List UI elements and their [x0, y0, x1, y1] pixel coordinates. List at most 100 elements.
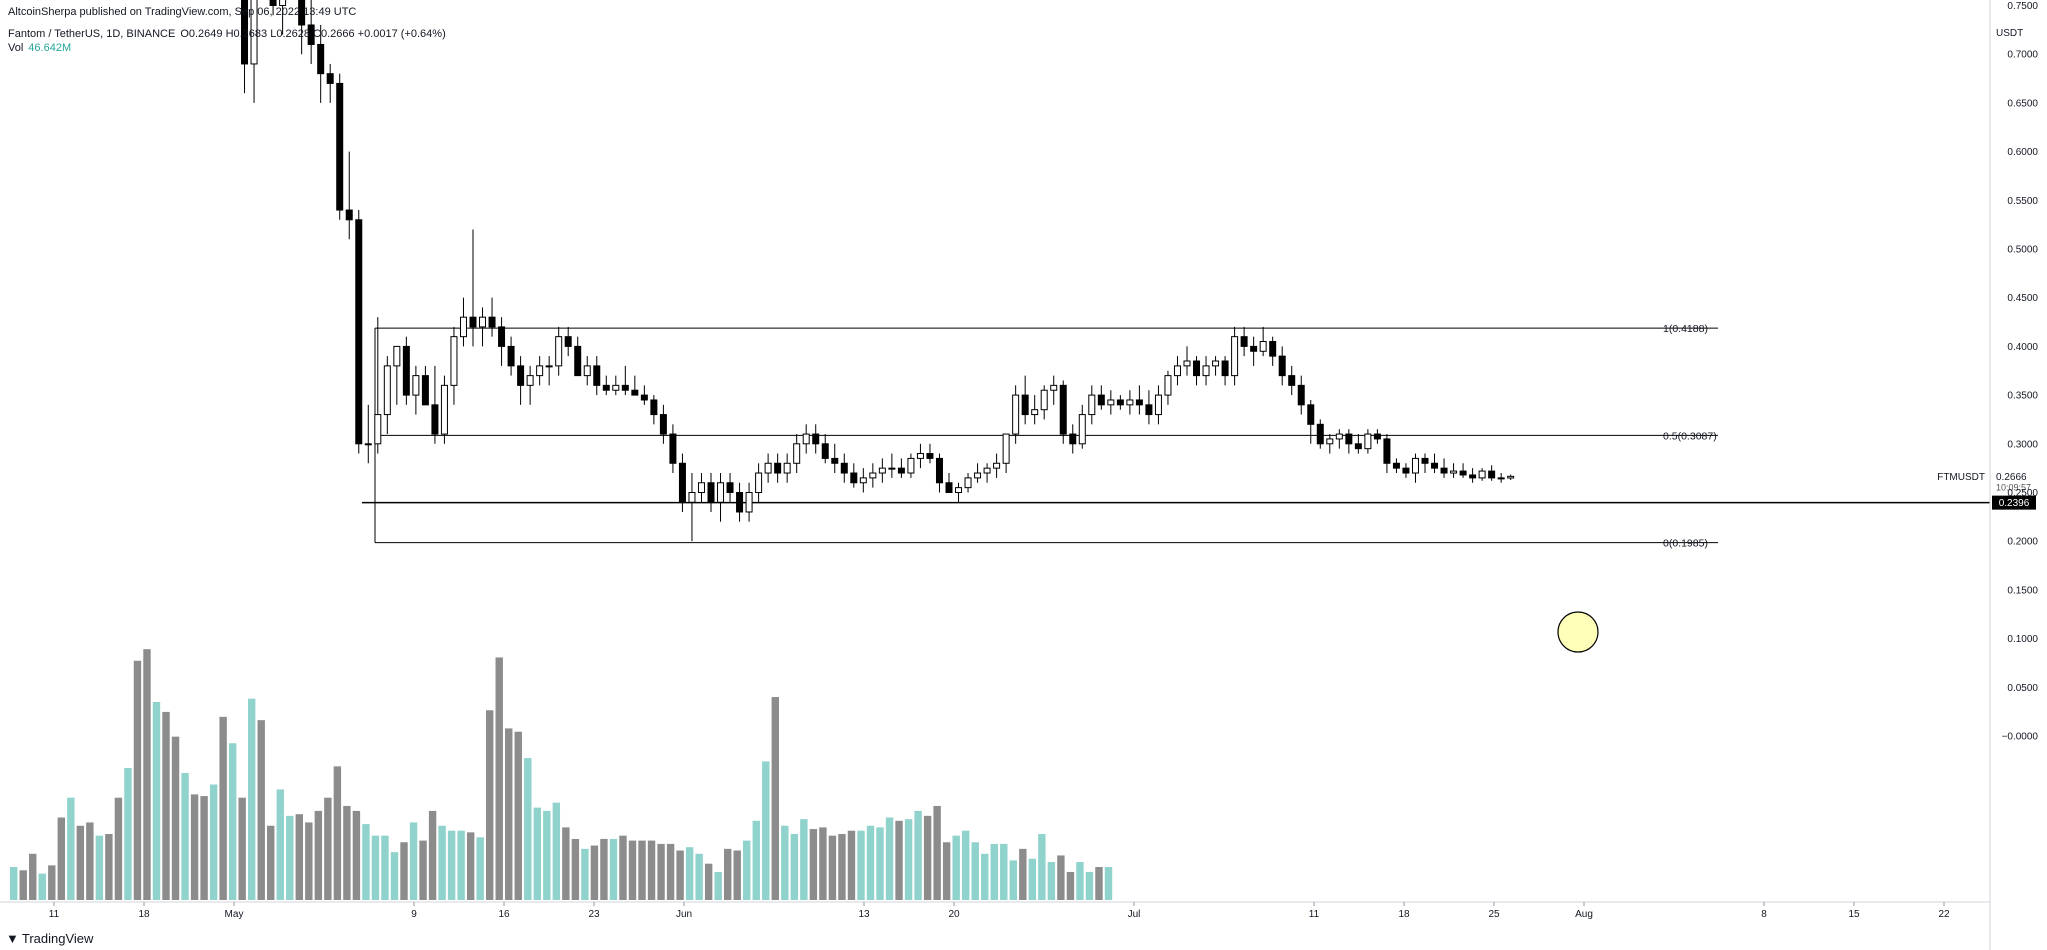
candle-body [1116, 399, 1124, 406]
date-tick-label: 11 [49, 909, 60, 920]
candle-body [631, 389, 639, 396]
candle-body [897, 467, 905, 474]
candlesticks [241, 0, 1515, 542]
candle-body [1459, 470, 1467, 476]
volume-label: Vol [8, 42, 24, 54]
date-tick-label: 22 [1938, 909, 1950, 920]
volume-bars [10, 649, 1113, 900]
candle-body [1002, 433, 1010, 464]
volume-bar [209, 784, 218, 900]
volume-bar [152, 702, 161, 900]
candle-body [1316, 423, 1324, 445]
price-tick-label: 0.4500 [2007, 293, 2038, 304]
volume-bar [771, 697, 779, 900]
volume-bar [638, 840, 646, 900]
volume-bar [562, 827, 570, 900]
volume-bar [923, 815, 932, 900]
candle-body [1364, 433, 1372, 450]
last-price-value: 0.2666 [1996, 472, 2027, 483]
candle-body [1431, 462, 1439, 469]
candle-body [1097, 394, 1105, 406]
candle-body [1126, 399, 1134, 406]
candle-body [726, 482, 734, 494]
volume-bar [666, 843, 675, 900]
candle-body [1012, 394, 1020, 435]
volume-bar [1095, 867, 1103, 900]
volume-bar [86, 822, 94, 900]
candle-body [1069, 433, 1077, 445]
candle-body [793, 443, 801, 464]
date-tick-label: 25 [1488, 909, 1500, 920]
volume-bar [114, 797, 123, 900]
candle-body [916, 453, 924, 459]
price-tick-label: 0.1000 [2007, 634, 2038, 645]
volume-bar [781, 825, 789, 900]
candle-body [850, 472, 858, 484]
price-tick-label: 0.3000 [2007, 439, 2038, 450]
volume-bar [1009, 860, 1017, 900]
volume-value: 46.642M [28, 42, 72, 54]
volume-bar [1047, 862, 1056, 900]
volume-bar [981, 853, 989, 900]
candle-body [983, 467, 991, 474]
candle-body [707, 482, 715, 503]
volume-bar [1019, 848, 1027, 900]
candle-body [993, 462, 1001, 469]
candle-body [1164, 375, 1172, 396]
date-tick-label: Jun [676, 909, 692, 920]
tradingview-logo[interactable]: ▼ TradingView [6, 931, 93, 946]
candle-body [1173, 365, 1181, 377]
candle-body [459, 316, 467, 338]
candle-body [888, 467, 896, 470]
candle-body [612, 384, 620, 391]
price-tick-label: 0.7000 [2007, 50, 2038, 61]
date-tick-label: 9 [411, 909, 417, 920]
candle-body [1297, 384, 1305, 406]
fib-level-label: 1(0.4188) [1663, 323, 1708, 335]
volume-bar [476, 837, 484, 900]
volume-bar [885, 817, 894, 900]
price-tick-label: 0.4000 [2007, 342, 2038, 353]
candle-body [507, 345, 515, 367]
candle-body [764, 462, 772, 474]
volume-bar [581, 848, 589, 900]
volume-bar [762, 761, 770, 900]
volume-bar [790, 834, 799, 900]
candle-body [1088, 394, 1096, 416]
candle-body [1145, 404, 1153, 416]
volume-bar [714, 871, 722, 900]
volume-bar [609, 838, 618, 900]
volume-bar [847, 830, 856, 900]
volume-bar [657, 843, 665, 900]
volume-bar [390, 852, 399, 900]
candle-body [593, 365, 601, 386]
fib-level-label: 0.5(0.3087) [1663, 430, 1717, 442]
candle-body [1354, 443, 1362, 450]
volume-bar [590, 845, 599, 900]
candle-body [1059, 384, 1067, 435]
price-tick-label: 0.3500 [2007, 391, 2038, 402]
tv-logo-icon: ▼ [6, 931, 19, 946]
candle-body [659, 414, 667, 435]
candle-body [326, 73, 334, 84]
volume-bar [276, 789, 284, 900]
volume-bar [76, 825, 85, 900]
volume-bar [314, 810, 323, 900]
candle-body [802, 433, 810, 445]
candle-body [964, 477, 972, 489]
volume-bar [1085, 871, 1094, 900]
candle-body [1031, 409, 1039, 416]
candle-body [317, 43, 325, 75]
date-tick-label: 15 [1848, 909, 1860, 920]
volume-bar [1066, 871, 1075, 900]
volume-bar [800, 819, 808, 900]
volume-bar [267, 825, 275, 900]
candle-body [574, 345, 582, 377]
volume-bar [876, 827, 884, 900]
price-tick-label: −0.0000 [2002, 732, 2039, 743]
volume-bar [619, 835, 627, 900]
symbol-line: Fantom / TetherUS, 1D, BINANCE O0.2649 H0… [8, 28, 451, 40]
candle-body [907, 457, 915, 474]
volume-bar [67, 797, 75, 900]
